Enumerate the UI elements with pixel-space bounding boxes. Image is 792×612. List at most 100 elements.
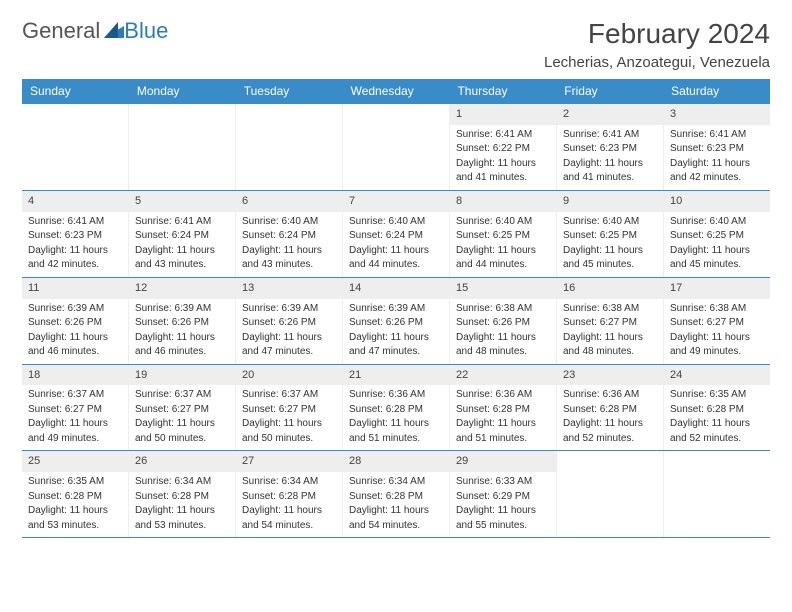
day-number: 12 (129, 278, 235, 299)
sunrise-text: Sunrise: 6:39 AM (242, 302, 336, 316)
daylight2-text: and 54 minutes. (242, 519, 336, 533)
sunset-text: Sunset: 6:27 PM (563, 316, 657, 330)
day-body: Sunrise: 6:40 AMSunset: 6:25 PMDaylight:… (450, 212, 556, 277)
day-cell-27: 27Sunrise: 6:34 AMSunset: 6:28 PMDayligh… (236, 451, 343, 537)
day-cell-7: 7Sunrise: 6:40 AMSunset: 6:24 PMDaylight… (343, 191, 450, 277)
day-number: 6 (236, 191, 342, 212)
day-body: Sunrise: 6:40 AMSunset: 6:25 PMDaylight:… (664, 212, 770, 277)
day-cell-5: 5Sunrise: 6:41 AMSunset: 6:24 PMDaylight… (129, 191, 236, 277)
day-cell-10: 10Sunrise: 6:40 AMSunset: 6:25 PMDayligh… (664, 191, 770, 277)
day-cell-21: 21Sunrise: 6:36 AMSunset: 6:28 PMDayligh… (343, 365, 450, 451)
sunrise-text: Sunrise: 6:41 AM (563, 128, 657, 142)
sunset-text: Sunset: 6:24 PM (135, 229, 229, 243)
sunset-text: Sunset: 6:28 PM (28, 490, 122, 504)
day-number: 22 (450, 365, 556, 386)
sunset-text: Sunset: 6:29 PM (456, 490, 550, 504)
day-body: Sunrise: 6:39 AMSunset: 6:26 PMDaylight:… (236, 299, 342, 364)
sunrise-text: Sunrise: 6:37 AM (242, 388, 336, 402)
daylight2-text: and 48 minutes. (563, 345, 657, 359)
sunrise-text: Sunrise: 6:41 AM (135, 215, 229, 229)
day-cell-29: 29Sunrise: 6:33 AMSunset: 6:29 PMDayligh… (450, 451, 557, 537)
daylight1-text: Daylight: 11 hours (349, 417, 443, 431)
day-number: 20 (236, 365, 342, 386)
daylight2-text: and 52 minutes. (670, 432, 764, 446)
day-number: 9 (557, 191, 663, 212)
daylight1-text: Daylight: 11 hours (670, 331, 764, 345)
day-cell-15: 15Sunrise: 6:38 AMSunset: 6:26 PMDayligh… (450, 278, 557, 364)
daylight1-text: Daylight: 11 hours (349, 504, 443, 518)
daylight1-text: Daylight: 11 hours (135, 331, 229, 345)
daylight2-text: and 48 minutes. (456, 345, 550, 359)
daylight2-text: and 41 minutes. (456, 171, 550, 185)
day-number: 25 (22, 451, 128, 472)
daylight2-text: and 47 minutes. (349, 345, 443, 359)
weekday-monday: Monday (129, 79, 236, 103)
daylight2-text: and 41 minutes. (563, 171, 657, 185)
triangle-icon (104, 18, 124, 44)
day-body: Sunrise: 6:37 AMSunset: 6:27 PMDaylight:… (236, 385, 342, 450)
day-cell-26: 26Sunrise: 6:34 AMSunset: 6:28 PMDayligh… (129, 451, 236, 537)
daylight2-text: and 49 minutes. (670, 345, 764, 359)
daylight1-text: Daylight: 11 hours (456, 244, 550, 258)
weekday-saturday: Saturday (663, 79, 770, 103)
day-cell-20: 20Sunrise: 6:37 AMSunset: 6:27 PMDayligh… (236, 365, 343, 451)
day-cell-22: 22Sunrise: 6:36 AMSunset: 6:28 PMDayligh… (450, 365, 557, 451)
daylight2-text: and 53 minutes. (135, 519, 229, 533)
day-number: 7 (343, 191, 449, 212)
sunrise-text: Sunrise: 6:33 AM (456, 475, 550, 489)
sunrise-text: Sunrise: 6:39 AM (349, 302, 443, 316)
sunrise-text: Sunrise: 6:41 AM (670, 128, 764, 142)
sunset-text: Sunset: 6:24 PM (242, 229, 336, 243)
daylight2-text: and 42 minutes. (28, 258, 122, 272)
day-body: Sunrise: 6:35 AMSunset: 6:28 PMDaylight:… (664, 385, 770, 450)
sunset-text: Sunset: 6:27 PM (135, 403, 229, 417)
daylight2-text: and 43 minutes. (135, 258, 229, 272)
day-cell-1: 1Sunrise: 6:41 AMSunset: 6:22 PMDaylight… (450, 104, 557, 190)
weekday-header-row: SundayMondayTuesdayWednesdayThursdayFrid… (22, 79, 770, 103)
daylight2-text: and 52 minutes. (563, 432, 657, 446)
daylight2-text: and 44 minutes. (456, 258, 550, 272)
day-number: 2 (557, 104, 663, 125)
day-cell-13: 13Sunrise: 6:39 AMSunset: 6:26 PMDayligh… (236, 278, 343, 364)
day-number: 28 (343, 451, 449, 472)
day-body: Sunrise: 6:39 AMSunset: 6:26 PMDaylight:… (22, 299, 128, 364)
day-body: Sunrise: 6:35 AMSunset: 6:28 PMDaylight:… (22, 472, 128, 537)
sunrise-text: Sunrise: 6:36 AM (349, 388, 443, 402)
day-body: Sunrise: 6:41 AMSunset: 6:23 PMDaylight:… (557, 125, 663, 190)
sunset-text: Sunset: 6:27 PM (242, 403, 336, 417)
daylight2-text: and 51 minutes. (456, 432, 550, 446)
day-cell-25: 25Sunrise: 6:35 AMSunset: 6:28 PMDayligh… (22, 451, 129, 537)
day-body: Sunrise: 6:41 AMSunset: 6:23 PMDaylight:… (664, 125, 770, 190)
day-number: 4 (22, 191, 128, 212)
empty-cell: . (664, 451, 770, 537)
logo-text-2: Blue (124, 18, 168, 44)
sunrise-text: Sunrise: 6:35 AM (28, 475, 122, 489)
sunset-text: Sunset: 6:25 PM (670, 229, 764, 243)
sunrise-text: Sunrise: 6:34 AM (349, 475, 443, 489)
empty-cell: . (557, 451, 664, 537)
daylight2-text: and 53 minutes. (28, 519, 122, 533)
day-cell-18: 18Sunrise: 6:37 AMSunset: 6:27 PMDayligh… (22, 365, 129, 451)
sunrise-text: Sunrise: 6:38 AM (670, 302, 764, 316)
day-number: 18 (22, 365, 128, 386)
day-body: Sunrise: 6:40 AMSunset: 6:24 PMDaylight:… (343, 212, 449, 277)
day-number: 14 (343, 278, 449, 299)
empty-cell: . (22, 104, 129, 190)
daylight2-text: and 50 minutes. (135, 432, 229, 446)
week-row: ....1Sunrise: 6:41 AMSunset: 6:22 PMDayl… (22, 103, 770, 190)
day-cell-12: 12Sunrise: 6:39 AMSunset: 6:26 PMDayligh… (129, 278, 236, 364)
day-number: 19 (129, 365, 235, 386)
day-cell-16: 16Sunrise: 6:38 AMSunset: 6:27 PMDayligh… (557, 278, 664, 364)
daylight1-text: Daylight: 11 hours (670, 417, 764, 431)
day-body: Sunrise: 6:38 AMSunset: 6:27 PMDaylight:… (664, 299, 770, 364)
day-body: Sunrise: 6:41 AMSunset: 6:22 PMDaylight:… (450, 125, 556, 190)
sunset-text: Sunset: 6:23 PM (563, 142, 657, 156)
daylight1-text: Daylight: 11 hours (456, 331, 550, 345)
sunset-text: Sunset: 6:28 PM (349, 403, 443, 417)
empty-cell: . (343, 104, 450, 190)
day-body: Sunrise: 6:36 AMSunset: 6:28 PMDaylight:… (450, 385, 556, 450)
day-number: 10 (664, 191, 770, 212)
sunset-text: Sunset: 6:27 PM (670, 316, 764, 330)
calendar-table: SundayMondayTuesdayWednesdayThursdayFrid… (22, 79, 770, 538)
day-body: Sunrise: 6:37 AMSunset: 6:27 PMDaylight:… (129, 385, 235, 450)
